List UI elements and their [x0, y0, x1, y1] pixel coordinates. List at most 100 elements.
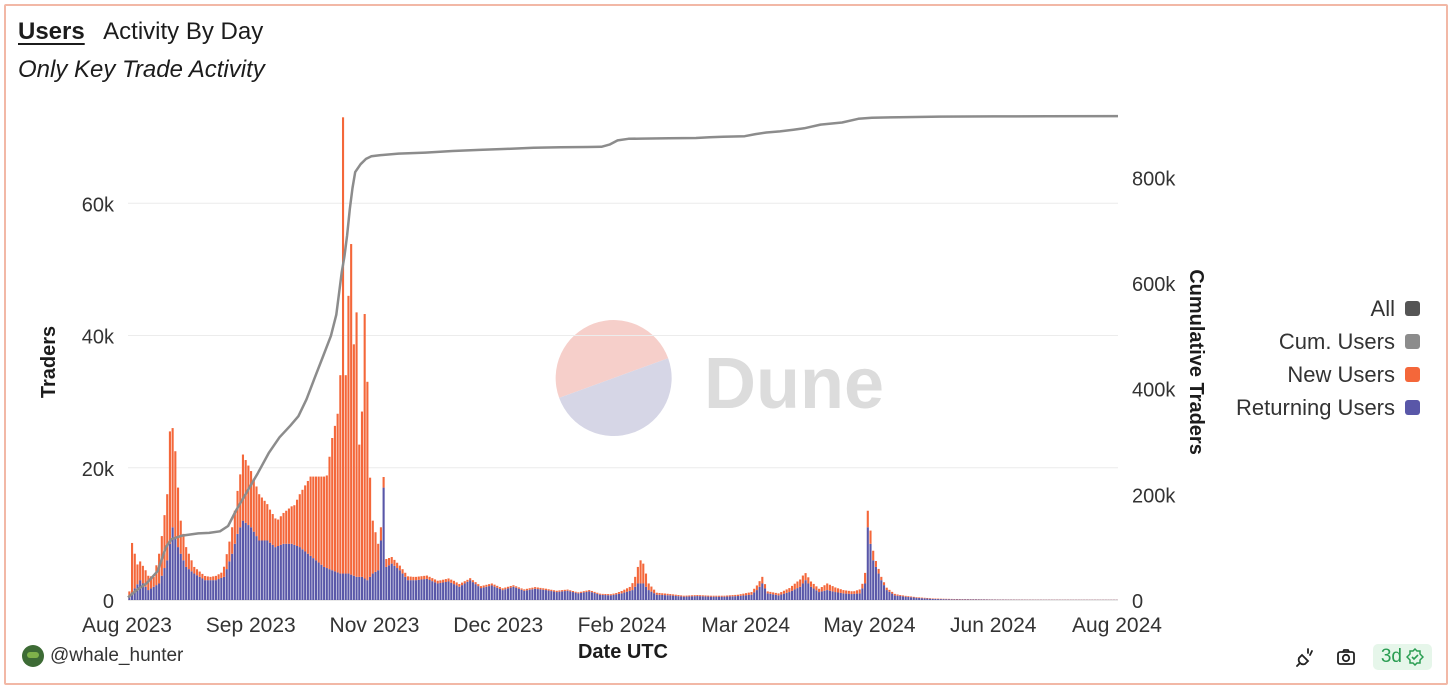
- returning-users-bar: [547, 590, 550, 600]
- new-users-bar: [325, 475, 328, 569]
- returning-users-bar: [466, 581, 469, 600]
- returning-users-bar: [255, 536, 258, 600]
- returning-users-bar: [745, 595, 748, 600]
- new-users-bar: [220, 572, 223, 578]
- new-users-bar: [907, 596, 910, 597]
- new-users-bar: [696, 595, 699, 597]
- returning-users-bar: [477, 586, 480, 600]
- returning-users-bar: [772, 594, 775, 600]
- new-users-bar: [864, 572, 867, 584]
- new-users-bar: [653, 589, 656, 594]
- returning-users-bar: [298, 547, 301, 600]
- new-users-bar: [312, 476, 315, 559]
- new-users-bar: [550, 589, 553, 592]
- returning-users-bar: [420, 579, 423, 600]
- returning-users-bar: [279, 544, 282, 600]
- new-users-bar: [739, 594, 742, 596]
- returning-users-bar: [461, 585, 464, 600]
- refresh-badge[interactable]: 3d: [1372, 644, 1432, 670]
- returning-users-bar: [855, 593, 859, 600]
- returning-users-bar: [220, 577, 223, 600]
- returning-users-bar: [596, 593, 599, 600]
- y2-tick-label: 400k: [1132, 380, 1176, 402]
- new-users-bar: [401, 569, 404, 574]
- returning-users-bar: [136, 584, 139, 600]
- plug-icon[interactable]: [1293, 644, 1319, 670]
- returning-users-bar: [415, 580, 418, 600]
- new-users-bar: [166, 494, 169, 561]
- returning-users-bar: [956, 599, 959, 600]
- new-users-bar: [363, 314, 366, 579]
- returning-users-bar: [607, 595, 610, 600]
- returning-users-bar: [750, 594, 753, 600]
- new-users-bar: [874, 560, 877, 567]
- returning-users-bar: [809, 586, 813, 600]
- returning-users-bar: [653, 593, 656, 600]
- new-users-bar: [455, 582, 458, 586]
- new-users-bar: [726, 595, 729, 597]
- new-users-bar: [439, 580, 442, 583]
- new-users-bar: [712, 595, 715, 597]
- new-users-bar: [344, 375, 347, 574]
- returning-users-bar: [907, 596, 910, 600]
- returning-users-bar: [631, 590, 634, 600]
- new-users-bar: [290, 506, 293, 544]
- returning-users-bar: [642, 583, 645, 600]
- returning-users-bar: [320, 564, 323, 600]
- new-users-bar: [461, 582, 464, 586]
- returning-users-bar: [509, 587, 512, 600]
- returning-users-bar: [777, 595, 780, 600]
- legend-swatch-cum-users: [1405, 334, 1420, 349]
- returning-users-bar: [969, 599, 972, 600]
- new-users-bar: [609, 594, 612, 596]
- returning-users-bar: [182, 560, 185, 600]
- new-users-bar: [828, 584, 831, 591]
- new-users-bar: [293, 505, 296, 545]
- new-users-bar: [563, 589, 566, 592]
- returning-users-bar: [766, 593, 769, 600]
- returning-users-bar: [893, 595, 896, 600]
- new-users-bar: [452, 580, 455, 585]
- returning-users-bar: [285, 543, 288, 600]
- new-users-bar: [671, 594, 675, 596]
- returning-users-bar: [793, 589, 796, 600]
- returning-users-bar: [314, 560, 318, 600]
- new-users-bar: [577, 592, 580, 594]
- returning-users-bar: [923, 598, 926, 600]
- legend-label-new-users: New Users: [1287, 361, 1395, 387]
- new-users-bar: [693, 595, 696, 597]
- legend-item-cum-users[interactable]: Cum. Users: [1210, 325, 1420, 358]
- new-users-bar: [688, 595, 691, 597]
- returning-users-bar: [839, 592, 842, 600]
- new-users-bar: [858, 589, 861, 594]
- returning-users-bar: [485, 586, 488, 600]
- legend-item-returning-users[interactable]: Returning Users: [1210, 391, 1420, 424]
- returning-users-bar: [869, 543, 872, 600]
- returning-users-bar: [274, 547, 277, 600]
- new-users-bar: [390, 557, 393, 564]
- returning-users-bar: [669, 595, 672, 600]
- new-users-bar: [144, 570, 147, 587]
- legend-item-new-users[interactable]: New Users: [1210, 358, 1420, 391]
- y-tick-label: 40k: [82, 327, 115, 349]
- returning-users-bar: [717, 596, 721, 600]
- new-users-bar: [241, 454, 245, 521]
- new-users-bar: [266, 504, 269, 541]
- users-tab[interactable]: Users: [18, 18, 85, 45]
- new-users-bar: [780, 592, 783, 595]
- new-users-bar: [926, 597, 929, 599]
- returning-users-bar: [363, 578, 366, 600]
- camera-icon[interactable]: [1333, 644, 1359, 670]
- new-users-bar: [628, 586, 631, 591]
- returning-users-bar: [658, 594, 661, 600]
- new-users-bar: [758, 581, 761, 587]
- returning-users-bar: [193, 573, 196, 600]
- legend-item-all[interactable]: All: [1210, 292, 1420, 325]
- watermark-text: Dune: [704, 344, 884, 424]
- new-users-bar: [396, 562, 399, 569]
- author-link[interactable]: @whale_hunter: [22, 645, 183, 667]
- returning-users-bar: [534, 588, 537, 600]
- legend-label-cum-users: Cum. Users: [1278, 328, 1395, 354]
- returning-users-bar: [147, 590, 150, 600]
